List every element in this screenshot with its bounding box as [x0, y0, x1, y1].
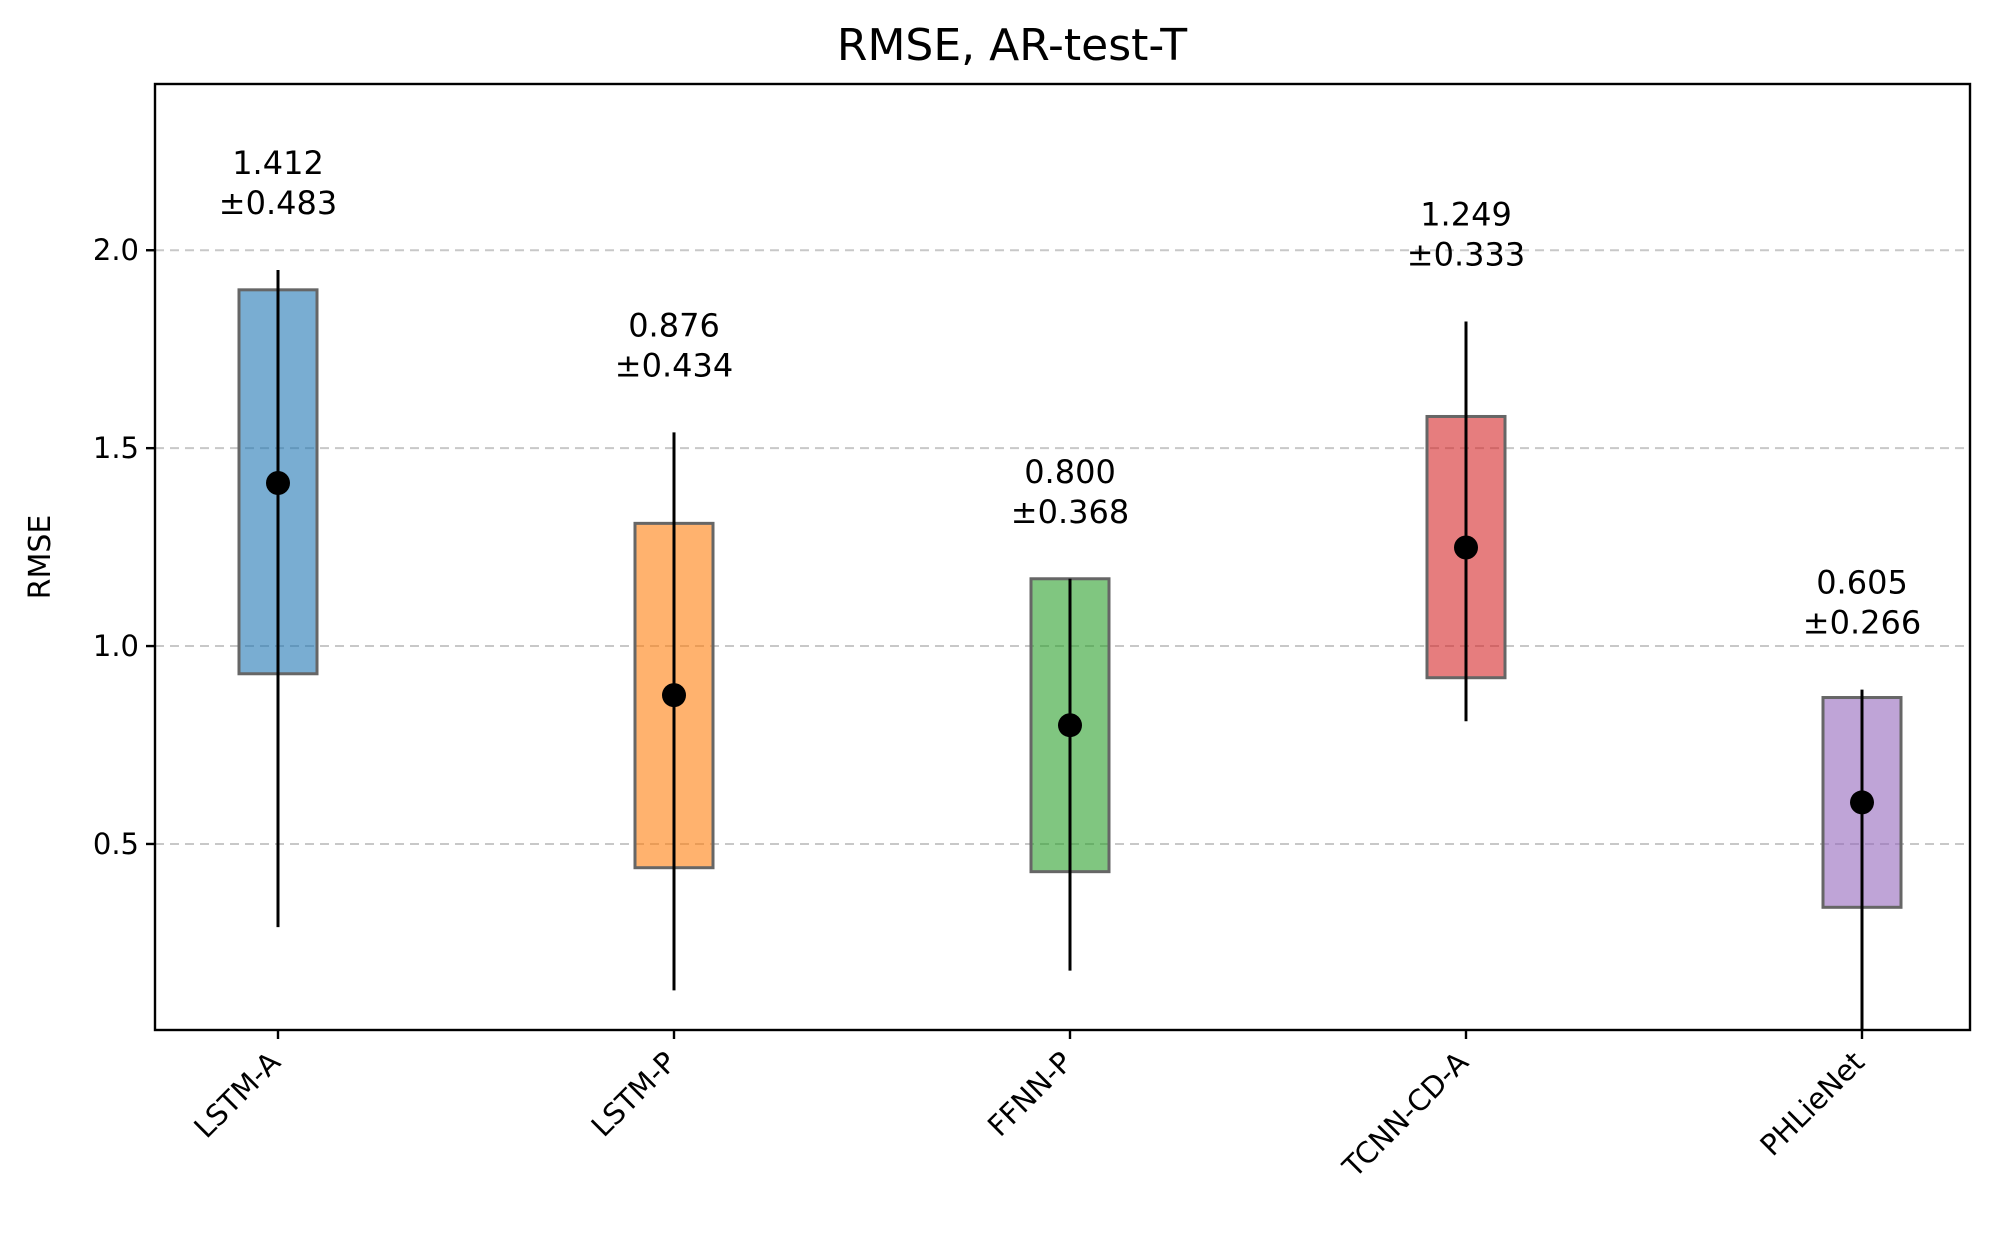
x-tick-label: LSTM-P: [584, 1045, 682, 1143]
box-group-lstm-a: [237, 270, 319, 928]
mean-value-label: 0.605: [1816, 564, 1908, 602]
x-tick-label: FFNN-P: [981, 1045, 1079, 1143]
y-tick-label: 2.0: [93, 233, 139, 267]
box-group-tcnn-cd-a: [1425, 321, 1507, 722]
std-value-label: ±0.483: [219, 184, 337, 222]
y-tick-label: 1.5: [93, 431, 139, 465]
mean-point: [1058, 713, 1082, 738]
mean-point: [266, 470, 290, 495]
std-value-label: ±0.434: [615, 346, 733, 384]
x-tick-label: LSTM-A: [187, 1045, 287, 1145]
plot-series: [237, 270, 1903, 1030]
mean-value-label: 1.412: [232, 144, 324, 182]
x-tick-label: PHLieNet: [1753, 1045, 1871, 1163]
y-tick-label: 0.5: [93, 827, 139, 861]
std-value-label: ±0.368: [1011, 493, 1129, 531]
box-group-lstm-p: [633, 432, 715, 991]
box-group-ffnn-p: [1029, 577, 1111, 971]
plot-frame: [153, 82, 1972, 1032]
mean-value-label: 0.800: [1024, 453, 1116, 491]
std-value-label: ±0.266: [1803, 604, 1921, 642]
box-group-phlienet: [1821, 689, 1903, 1030]
y-axis-label: RMSE: [23, 515, 58, 600]
annotations: 1.412±0.4830.876±0.4340.800±0.3681.249±0…: [219, 144, 1921, 642]
std-value-label: ±0.333: [1407, 235, 1525, 273]
mean-value-label: 0.876: [628, 306, 720, 344]
x-axis-ticks: LSTM-A LSTM-P FFNN-P TCNN-CD-A PHLieNet: [187, 1030, 1871, 1184]
y-tick-label: 1.0: [93, 629, 139, 663]
chart-title: RMSE, AR-test-T: [837, 20, 1187, 71]
mean-value-label: 1.249: [1420, 195, 1512, 233]
mean-point: [662, 683, 686, 708]
y-axis-ticks: 0.5 1.0 1.5 2.0: [93, 233, 155, 861]
mean-point: [1454, 535, 1478, 560]
x-tick-label: TCNN-CD-A: [1335, 1045, 1475, 1185]
mean-point: [1850, 790, 1874, 815]
